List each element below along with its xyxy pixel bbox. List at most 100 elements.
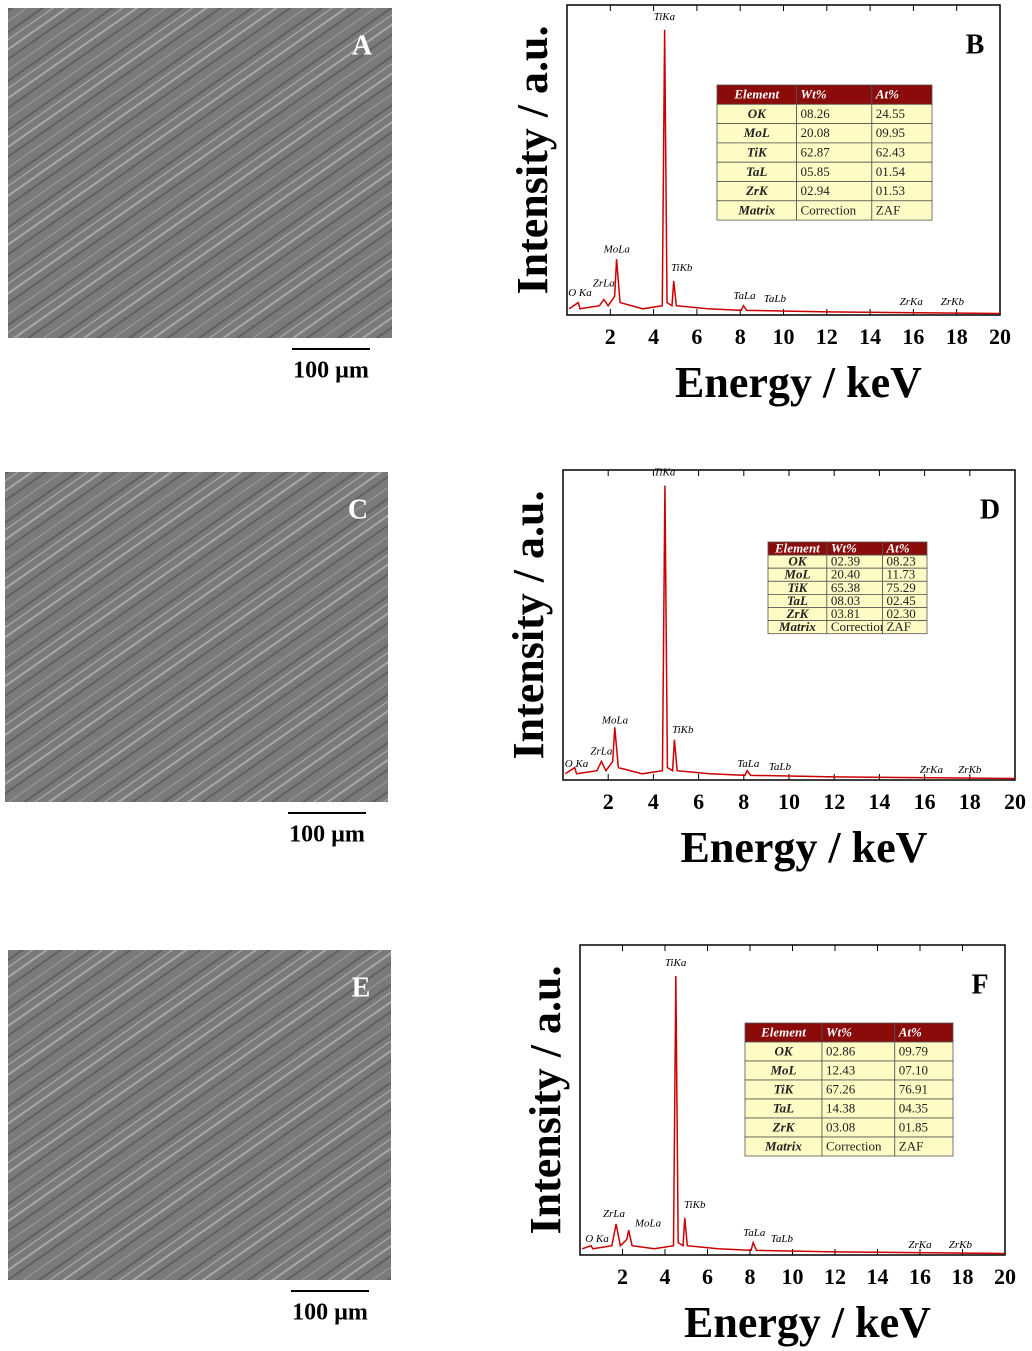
table-text: MoL [743, 125, 770, 140]
peak-label: TiKa [654, 11, 676, 23]
x-tick-label: 4 [648, 324, 659, 349]
x-tick-label: 6 [693, 789, 704, 814]
table-text: 76.91 [899, 1081, 928, 1096]
peak-label: TaLa [733, 290, 756, 302]
table-header: Element [733, 87, 779, 102]
peak-label: ZrKa [920, 764, 944, 776]
x-tick-label: 2 [603, 789, 614, 814]
table-text: 02.94 [801, 183, 831, 198]
table-text: Correction [801, 202, 857, 217]
table-header: At% [885, 541, 909, 556]
table-text: 20.08 [801, 125, 830, 140]
table-text: 01.53 [876, 183, 905, 198]
table-text: 07.10 [899, 1062, 928, 1077]
table-text: 62.43 [876, 145, 905, 160]
table-text: ZAF [886, 619, 911, 634]
table-text: 24.55 [876, 106, 905, 121]
x-axis-label: Energy / keV [675, 358, 922, 407]
peak-label: ZrLa [590, 746, 613, 758]
x-tick-label: 2 [617, 1264, 628, 1289]
table-text: Matrix [737, 202, 775, 217]
table-text: TaL [773, 1100, 794, 1115]
table-text: 62.87 [801, 145, 831, 160]
sem-image [8, 8, 392, 338]
table-header: Element [774, 541, 820, 556]
panel-letter: B [966, 29, 985, 60]
table-cell [894, 1136, 954, 1157]
x-tick-label: 10 [782, 1264, 804, 1289]
x-tick-label: 6 [702, 1264, 713, 1289]
table-text: ZAF [876, 202, 901, 217]
table-text: MoL [783, 567, 810, 582]
peak-label: ZrLa [593, 278, 616, 290]
table-text: 03.81 [831, 606, 860, 621]
table-text: 08.23 [886, 554, 915, 569]
peak-label: TiKb [671, 262, 693, 274]
table-text: 09.79 [899, 1043, 928, 1058]
peak-label: TaLb [771, 1233, 794, 1245]
x-tick-label: 8 [735, 324, 746, 349]
peak-label: O Ka [585, 1233, 609, 1245]
peak-label: ZrKa [908, 1239, 932, 1251]
panel-letter: D [980, 494, 1000, 525]
x-tick-label: 8 [738, 789, 749, 814]
x-tick-label: 18 [946, 324, 968, 349]
x-tick-label: 4 [648, 789, 659, 814]
table-text: 02.86 [826, 1043, 856, 1058]
table-text: TaL [746, 164, 767, 179]
table-text: TiK [774, 1081, 795, 1096]
table-text: 08.03 [831, 593, 860, 608]
sem-image [5, 472, 388, 802]
scale-label: 100 µm [293, 358, 369, 384]
scale-label: 100 µm [292, 1300, 368, 1326]
x-tick-label: 16 [909, 1264, 931, 1289]
x-tick-label: 20 [994, 1264, 1016, 1289]
peak-label: ZrKb [941, 296, 965, 308]
spectrum [568, 29, 1001, 315]
peak-label: TiKb [684, 1199, 706, 1211]
peak-label: TaLa [737, 758, 760, 770]
panel-letter: C [348, 494, 368, 525]
peak-label: TiKa [654, 467, 676, 479]
panel-letter: E [352, 972, 371, 1003]
x-tick-label: 10 [778, 789, 800, 814]
table-text: 12.43 [826, 1062, 855, 1077]
x-tick-label: 16 [902, 324, 924, 349]
table-cell [871, 200, 933, 221]
table-text: MoL [769, 1062, 796, 1077]
table-text: 75.29 [886, 580, 915, 595]
table-text: 20.40 [831, 567, 860, 582]
table-header: Wt% [826, 1024, 852, 1039]
spectrum [564, 485, 1016, 780]
table-text: 02.45 [886, 593, 915, 608]
table-text: Correction [826, 1138, 882, 1153]
x-tick-label: 4 [660, 1264, 671, 1289]
scale-label: 100 µm [289, 822, 365, 848]
table-text: OK [788, 554, 807, 569]
table-text: ZrK [772, 1119, 796, 1134]
peak-label: ZrLa [603, 1208, 626, 1220]
table-text: Correction [831, 619, 887, 634]
x-tick-label: 6 [691, 324, 702, 349]
y-axis-label: Intensity / a.u. [521, 966, 570, 1235]
table-text: TiK [747, 145, 768, 160]
table-text: OK [748, 106, 767, 121]
peak-label: TaLb [764, 293, 787, 305]
table-text: 02.30 [886, 606, 915, 621]
peak-label: O Ka [568, 287, 592, 299]
table-text: OK [774, 1043, 793, 1058]
x-tick-label: 12 [823, 789, 845, 814]
table-text: TiK [788, 580, 809, 595]
table-text: 65.38 [831, 580, 860, 595]
table-text: 11.73 [886, 567, 915, 582]
table-header: At% [898, 1024, 922, 1039]
peak-label: ZrKb [958, 764, 982, 776]
table-header: At% [875, 87, 899, 102]
table-text: 08.26 [801, 106, 831, 121]
spectrum [581, 975, 1006, 1255]
peak-label: TaLa [743, 1227, 766, 1239]
table-cell [882, 620, 928, 635]
x-tick-label: 14 [868, 789, 890, 814]
x-tick-label: 16 [914, 789, 936, 814]
table-text: Matrix [778, 619, 816, 634]
